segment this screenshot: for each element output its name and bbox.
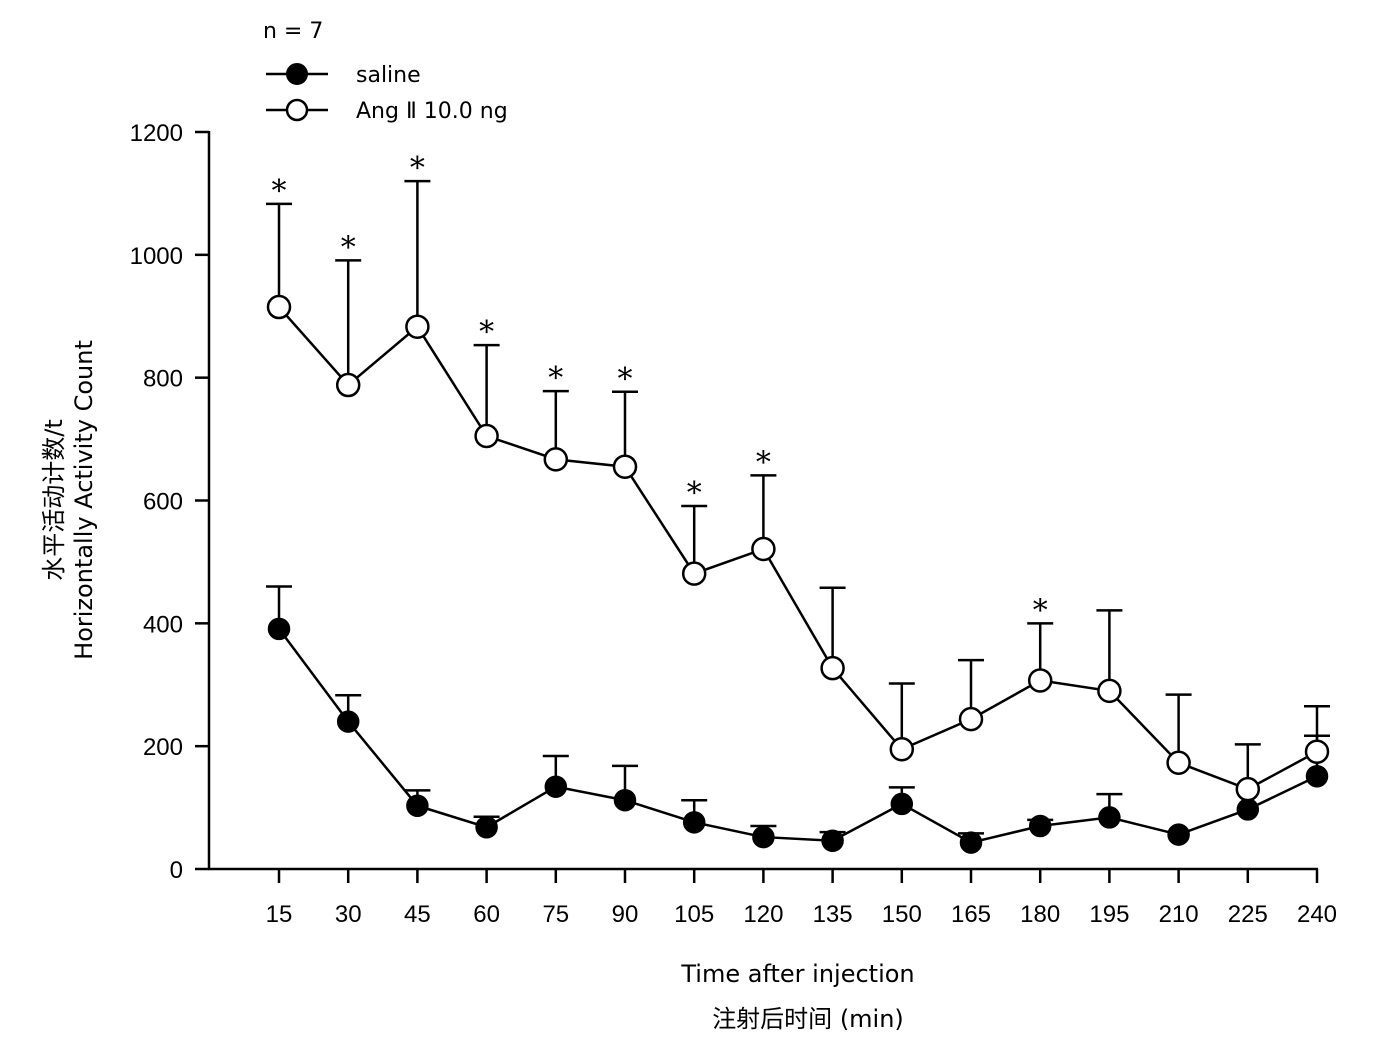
significance-marker: * (548, 361, 563, 396)
data-point (1167, 823, 1190, 846)
y-tick-label: 200 (143, 734, 183, 761)
significance-marker: * (687, 476, 702, 511)
data-point (751, 536, 776, 562)
y-tick-label: 400 (143, 611, 183, 638)
x-tick-label: 195 (1089, 901, 1129, 928)
x-tick-label: 120 (743, 901, 783, 928)
legend: saline Ang Ⅱ 10.0 ng (266, 63, 508, 124)
x-tick-label: 45 (404, 901, 431, 928)
significance-marker: * (341, 230, 356, 265)
data-point (266, 294, 292, 320)
y-tick-label: 1200 (130, 120, 183, 147)
data-point (406, 794, 429, 817)
data-point (682, 811, 706, 834)
data-point (1304, 739, 1330, 764)
data-point (1305, 765, 1329, 788)
data-point (544, 775, 568, 798)
data-point (1028, 814, 1052, 838)
significance-marker: * (618, 362, 633, 397)
data-point (475, 815, 498, 839)
x-tick-label: 90 (612, 901, 639, 928)
x-tick-label: 225 (1228, 901, 1268, 928)
legend-marker-open-circle-icon (285, 98, 309, 122)
data-point (752, 825, 775, 849)
legend-item-saline: saline (266, 63, 421, 88)
y-tick-label: 600 (143, 489, 183, 516)
data-point (336, 710, 360, 733)
data-point (1027, 668, 1053, 693)
y-axis-title: 水平活动计数/t Horizontally Activity Count (40, 340, 98, 660)
x-tick-label: 105 (674, 901, 714, 928)
x-axis-title-line2: 注射后时间 (min) (712, 1005, 904, 1033)
x-tick-label: 135 (813, 901, 853, 928)
x-tick-label: 30 (335, 901, 362, 928)
x-tick-label: 75 (542, 901, 569, 928)
data-point (959, 831, 983, 854)
significance-marker: * (479, 315, 494, 350)
y-axis-title-line1: 水平活动计数/t (40, 419, 68, 581)
y-tick-label: 0 (170, 857, 183, 884)
significance-marker: * (1033, 593, 1048, 628)
data-point (1097, 678, 1122, 704)
data-point (1166, 750, 1191, 775)
x-tick-label: 240 (1297, 901, 1337, 928)
markers-angii: * * * * * * * * * (266, 151, 1330, 802)
data-point (1098, 806, 1121, 829)
significance-marker: * (756, 445, 771, 480)
data-point (889, 736, 915, 762)
legend-marker-filled-circle-icon (286, 63, 308, 85)
data-point (474, 423, 499, 449)
legend-item-angii: Ang Ⅱ 10.0 ng (266, 98, 508, 124)
data-point (681, 561, 707, 586)
data-point (821, 829, 844, 852)
sample-size-annotation: n = 7 (263, 19, 323, 44)
series-line (277, 628, 1318, 844)
x-tick-label: 60 (473, 901, 500, 928)
x-ticks: 15 30 45 60 75 90 105 120 135 150 165 180 195 210 225 2… (266, 869, 1337, 928)
data-point (1235, 776, 1261, 802)
x-tick-label: 180 (1020, 901, 1060, 928)
data-point (267, 617, 291, 641)
data-point (335, 372, 361, 398)
x-tick-label: 210 (1159, 901, 1199, 928)
y-ticks: 0 200 400 600 800 1000 1200 (130, 120, 209, 884)
y-tick-label: 800 (143, 366, 183, 393)
y-axis-title-line2: Horizontally Activity Count (70, 340, 98, 660)
x-tick-label: 150 (882, 901, 922, 928)
data-point (613, 788, 637, 812)
data-point (890, 792, 914, 816)
data-point (1236, 798, 1260, 821)
data-point (820, 655, 845, 681)
data-point (958, 706, 984, 732)
data-point (543, 447, 569, 472)
significance-marker: * (410, 151, 425, 186)
series-line (278, 306, 1318, 791)
x-tick-label: 165 (951, 901, 991, 928)
markers-saline (267, 617, 1329, 854)
series-layer: * * * * * * * * * (266, 151, 1330, 854)
legend-label-saline: saline (356, 63, 421, 88)
legend-label-angii: Ang Ⅱ 10.0 ng (356, 99, 508, 124)
significance-marker: * (272, 174, 287, 209)
series-angii (266, 179, 1330, 791)
x-axis-title-line1: Time after injection (680, 960, 914, 988)
data-point (612, 454, 638, 479)
x-tick-label: 15 (266, 901, 293, 928)
data-point (405, 314, 430, 339)
y-tick-label: 1000 (130, 243, 183, 270)
